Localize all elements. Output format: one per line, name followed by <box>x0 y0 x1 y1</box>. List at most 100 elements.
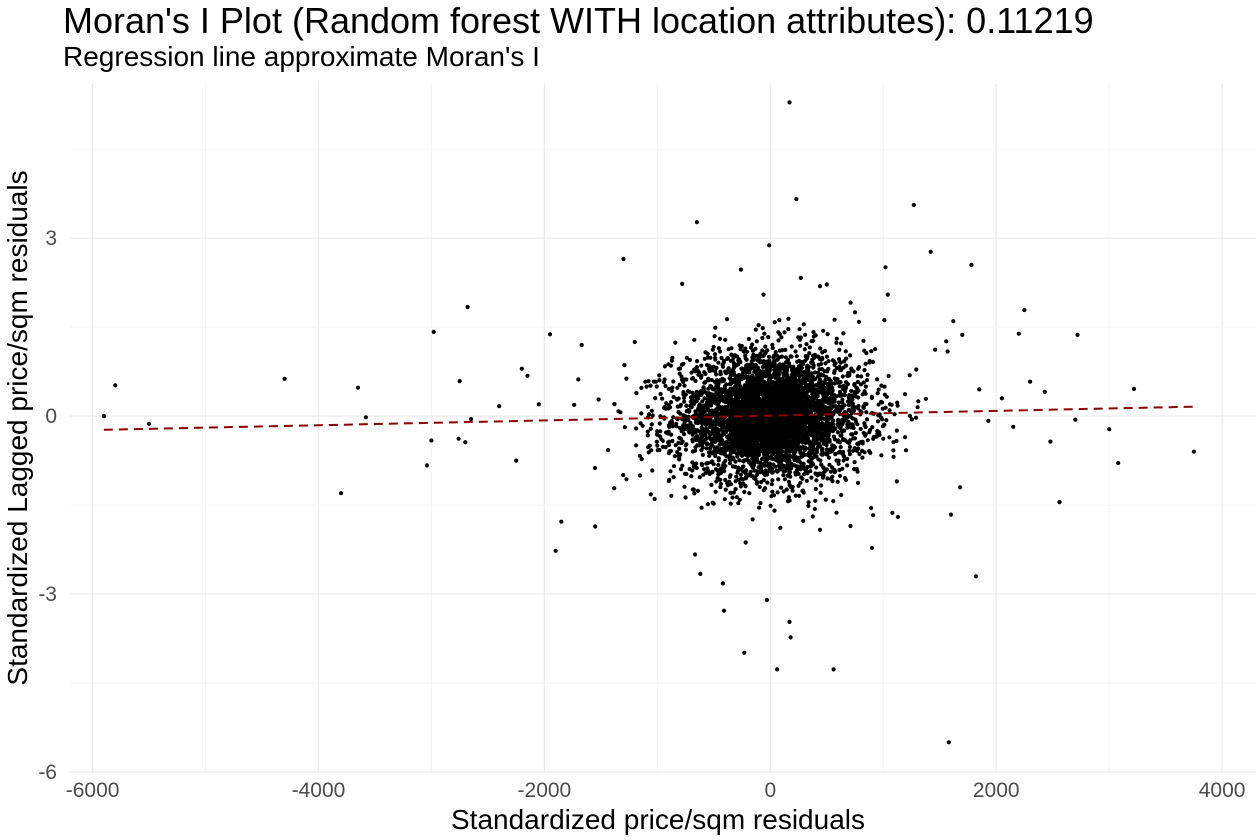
data-point <box>838 360 843 365</box>
data-point <box>843 349 848 354</box>
data-point <box>648 492 653 497</box>
data-point <box>795 459 800 464</box>
data-point <box>802 379 807 384</box>
data-point <box>677 457 682 462</box>
data-point <box>913 415 919 420</box>
data-point <box>831 426 836 431</box>
data-point <box>794 367 799 372</box>
data-point <box>892 412 897 417</box>
data-point <box>811 439 817 444</box>
data-point <box>770 470 775 475</box>
data-point <box>766 354 772 359</box>
data-point <box>793 493 798 498</box>
data-point <box>700 399 705 404</box>
data-point <box>733 373 738 378</box>
data-point <box>809 371 814 376</box>
data-point <box>719 355 724 361</box>
data-point <box>848 300 853 305</box>
data-point <box>697 475 702 480</box>
data-point <box>736 375 741 380</box>
data-point <box>740 372 745 377</box>
data-point <box>803 354 808 359</box>
data-point <box>716 472 721 477</box>
data-point <box>803 332 808 337</box>
data-point <box>709 443 715 448</box>
data-point <box>886 373 891 379</box>
data-point <box>832 368 837 374</box>
data-point <box>792 387 797 392</box>
data-point <box>770 342 775 347</box>
data-point <box>805 390 810 395</box>
data-point <box>800 476 805 481</box>
data-point <box>710 459 715 464</box>
data-point <box>817 367 822 372</box>
data-point <box>684 403 689 408</box>
data-point <box>699 408 704 413</box>
data-point <box>877 430 882 435</box>
data-point <box>683 447 689 452</box>
data-point <box>699 389 704 394</box>
data-point <box>773 381 778 386</box>
data-point <box>801 461 806 466</box>
data-point <box>735 470 740 475</box>
data-point <box>771 389 776 394</box>
data-point <box>681 379 686 384</box>
data-point <box>903 448 909 453</box>
data-point <box>874 434 879 439</box>
data-point <box>714 378 719 383</box>
data-point <box>666 423 672 428</box>
data-point <box>676 453 681 458</box>
data-point <box>738 472 744 477</box>
data-point <box>816 471 821 476</box>
data-point <box>840 374 845 379</box>
data-point <box>725 405 730 410</box>
data-point <box>848 523 853 529</box>
data-point <box>860 455 865 460</box>
data-point <box>847 373 852 378</box>
data-point <box>695 434 700 439</box>
data-point <box>844 363 849 368</box>
data-point <box>865 372 870 377</box>
data-point <box>887 408 892 413</box>
data-point <box>813 370 818 375</box>
data-point <box>821 328 826 333</box>
data-point <box>673 443 678 448</box>
data-point <box>830 388 835 393</box>
data-point <box>834 366 839 371</box>
data-point <box>778 363 783 368</box>
data-point <box>718 436 723 441</box>
data-point <box>709 365 714 370</box>
data-point <box>838 445 843 450</box>
data-point <box>672 454 678 459</box>
x-tick-label: 2000 <box>973 779 1020 802</box>
data-point <box>765 448 770 453</box>
data-point <box>712 334 717 339</box>
data-point <box>826 389 831 394</box>
data-point <box>847 448 852 453</box>
data-point <box>801 394 806 399</box>
data-point <box>816 370 821 375</box>
data-point <box>839 450 844 455</box>
data-point <box>666 479 672 484</box>
data-point <box>721 463 726 468</box>
data-point <box>713 355 718 360</box>
data-point <box>657 378 662 383</box>
data-point <box>712 352 718 357</box>
data-point <box>682 423 688 428</box>
data-point <box>814 465 819 470</box>
data-point <box>710 431 715 436</box>
data-point <box>668 400 674 405</box>
data-point <box>675 450 680 455</box>
data-point <box>843 477 849 482</box>
data-point <box>832 317 837 322</box>
data-point <box>739 444 744 449</box>
data-point <box>800 488 806 493</box>
data-point <box>670 420 675 426</box>
data-point <box>818 346 823 351</box>
data-point <box>867 358 872 364</box>
data-point <box>856 442 861 447</box>
data-point <box>837 467 842 473</box>
data-point <box>742 489 747 495</box>
data-point <box>828 469 834 474</box>
data-point <box>763 486 768 491</box>
